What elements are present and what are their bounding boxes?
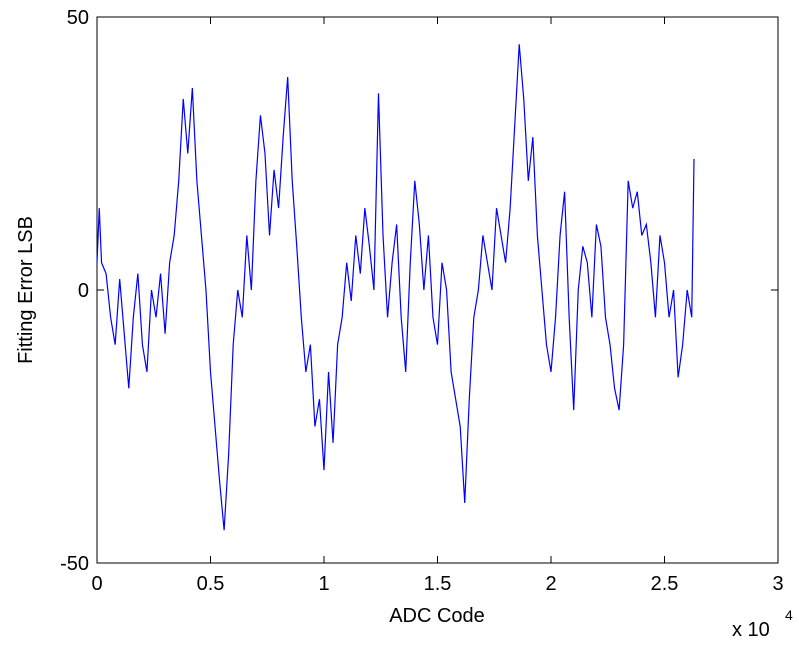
x-tick-label: 1.5 [424, 573, 452, 595]
x-tick-label: 0.5 [197, 573, 225, 595]
x-axis-label: ADC Code [389, 605, 485, 627]
x-tick-label: 0 [91, 573, 102, 595]
y-tick-label: -50 [60, 553, 89, 575]
data-line [96, 44, 695, 531]
x-tick-label: 1 [318, 573, 329, 595]
x-multiplier: x 10 [732, 619, 770, 641]
x-multiplier-exponent: 4 [785, 607, 793, 623]
y-tick-label: 0 [78, 280, 89, 302]
x-tick-label: 2 [545, 573, 556, 595]
plot-box [96, 16, 779, 564]
y-axis-label: Fitting Error LSB [15, 216, 37, 364]
x-tick-label: 3 [772, 573, 783, 595]
y-tick-label: 50 [67, 7, 89, 29]
x-tick-label: 2.5 [651, 573, 679, 595]
